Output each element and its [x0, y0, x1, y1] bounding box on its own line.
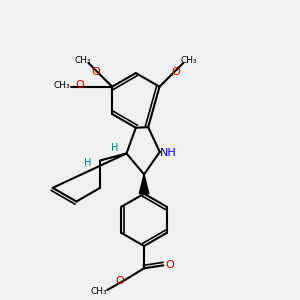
Text: H: H	[111, 143, 118, 153]
Text: O: O	[91, 67, 100, 76]
Polygon shape	[139, 174, 149, 194]
Text: CH₃: CH₃	[180, 56, 197, 65]
Text: O: O	[115, 276, 124, 286]
Text: CH₃: CH₃	[91, 287, 107, 296]
Text: CH₃: CH₃	[74, 56, 91, 65]
Text: O: O	[166, 260, 174, 270]
Text: CH₃: CH₃	[53, 81, 70, 90]
Text: NH: NH	[160, 148, 177, 158]
Text: O: O	[75, 80, 84, 90]
Text: O: O	[172, 67, 181, 76]
Text: H: H	[85, 158, 92, 169]
